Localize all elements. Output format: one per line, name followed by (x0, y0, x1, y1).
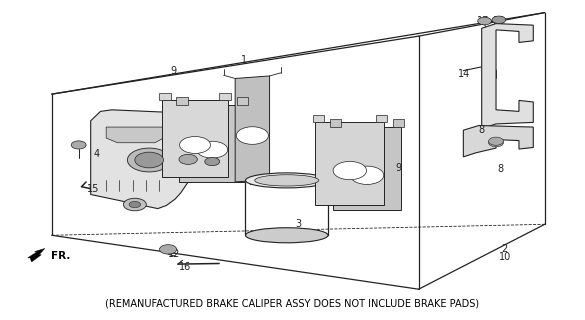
Polygon shape (330, 119, 341, 127)
Ellipse shape (246, 228, 328, 243)
Polygon shape (376, 115, 387, 122)
Circle shape (488, 137, 504, 145)
Polygon shape (463, 125, 534, 157)
Polygon shape (315, 122, 384, 205)
Text: 8: 8 (498, 164, 504, 174)
Text: FR.: FR. (50, 251, 70, 261)
Polygon shape (159, 92, 171, 100)
Circle shape (492, 16, 506, 24)
Circle shape (135, 152, 163, 168)
Polygon shape (393, 119, 404, 127)
Polygon shape (106, 127, 163, 143)
Circle shape (333, 161, 367, 180)
Polygon shape (333, 127, 401, 210)
Polygon shape (235, 76, 270, 182)
Circle shape (478, 17, 491, 25)
Text: 16: 16 (178, 262, 191, 272)
Circle shape (160, 245, 177, 254)
Polygon shape (177, 97, 188, 105)
Circle shape (205, 157, 220, 166)
Ellipse shape (255, 175, 319, 186)
Text: 18: 18 (493, 16, 505, 26)
Text: 7: 7 (76, 141, 82, 151)
Polygon shape (91, 110, 191, 209)
Text: 14: 14 (459, 69, 470, 79)
Text: 4: 4 (94, 149, 99, 159)
Text: 2: 2 (501, 244, 508, 254)
Circle shape (197, 141, 228, 158)
Text: 11: 11 (130, 200, 143, 210)
Circle shape (129, 201, 140, 208)
Text: 5: 5 (248, 177, 254, 187)
Text: 9: 9 (171, 66, 177, 76)
Text: 1: 1 (240, 55, 247, 65)
Polygon shape (162, 100, 228, 177)
Ellipse shape (246, 173, 328, 188)
Text: 10: 10 (498, 252, 511, 262)
Circle shape (71, 141, 86, 149)
Text: 6: 6 (211, 158, 216, 168)
Polygon shape (179, 105, 245, 182)
Polygon shape (236, 97, 248, 105)
Circle shape (123, 198, 146, 211)
Circle shape (488, 139, 504, 147)
Circle shape (350, 166, 384, 184)
Polygon shape (219, 92, 231, 100)
Circle shape (179, 154, 197, 164)
Text: 12: 12 (168, 249, 180, 259)
Polygon shape (481, 24, 534, 129)
Text: 9: 9 (395, 163, 402, 173)
Text: 15: 15 (87, 184, 99, 194)
Circle shape (236, 127, 269, 144)
Text: 3: 3 (295, 219, 301, 229)
Circle shape (180, 137, 211, 153)
Polygon shape (27, 248, 45, 262)
Circle shape (128, 148, 171, 172)
Text: 13: 13 (182, 156, 194, 167)
Polygon shape (312, 115, 324, 122)
Text: (REMANUFACTURED BRAKE CALIPER ASSY DOES NOT INCLUDE BRAKE PADS): (REMANUFACTURED BRAKE CALIPER ASSY DOES … (105, 298, 480, 308)
Text: 17: 17 (477, 16, 490, 26)
Text: 8: 8 (479, 125, 485, 135)
